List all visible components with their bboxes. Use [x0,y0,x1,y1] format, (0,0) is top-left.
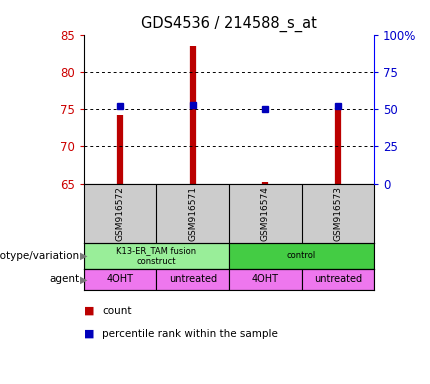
Bar [84,269,157,290]
Text: GSM916572: GSM916572 [116,186,125,241]
Text: untreated: untreated [169,274,217,284]
Text: control: control [287,252,316,260]
Text: GSM916571: GSM916571 [188,186,197,241]
Text: untreated: untreated [314,274,362,284]
Bar [157,269,229,290]
Bar [301,269,374,290]
Text: ■: ■ [84,306,94,316]
Text: ▶: ▶ [80,251,87,261]
Text: genotype/variation: genotype/variation [0,251,80,261]
Bar [229,269,301,290]
Title: GDS4536 / 214588_s_at: GDS4536 / 214588_s_at [141,16,317,32]
Text: 4OHT: 4OHT [107,274,134,284]
Text: count: count [102,306,132,316]
Text: GSM916574: GSM916574 [261,186,270,241]
Text: ■: ■ [84,329,94,339]
Text: 4OHT: 4OHT [252,274,279,284]
Bar [84,243,229,269]
Bar [229,243,374,269]
Text: GSM916573: GSM916573 [333,186,342,241]
Text: agent: agent [49,274,80,284]
Text: K13-ER_TAM fusion
construct: K13-ER_TAM fusion construct [117,246,197,266]
Text: ▶: ▶ [80,274,87,284]
Text: percentile rank within the sample: percentile rank within the sample [102,329,278,339]
